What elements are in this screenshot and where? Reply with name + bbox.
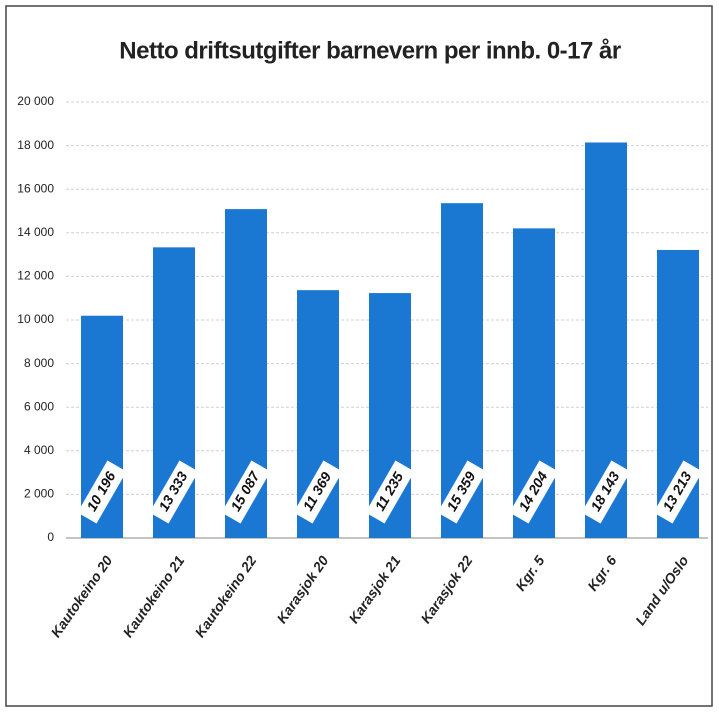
value-label-box	[437, 460, 487, 524]
y-tick-label: 4 000	[24, 443, 54, 457]
value-label-box	[221, 460, 271, 524]
value-label-box	[293, 460, 343, 524]
y-tick-label: 12 000	[17, 269, 54, 283]
y-tick-label: 14 000	[17, 225, 54, 239]
y-tick-label: 6 000	[24, 399, 54, 413]
y-tick-label: 18 000	[17, 138, 54, 152]
value-label-box	[365, 460, 415, 524]
y-tick-label: 20 000	[17, 94, 54, 108]
y-tick-label: 2 000	[24, 487, 54, 501]
value-label-box	[77, 460, 127, 524]
value-label-box	[509, 460, 559, 524]
value-label-box	[653, 460, 703, 524]
y-tick-label: 8 000	[24, 356, 54, 370]
value-label-box	[149, 460, 199, 524]
value-label-box	[581, 460, 631, 524]
y-tick-label: 10 000	[17, 312, 54, 326]
chart-title: Netto driftsutgifter barnevern per innb.…	[119, 37, 621, 64]
y-tick-label: 0	[47, 530, 54, 544]
y-tick-label: 16 000	[17, 181, 54, 195]
